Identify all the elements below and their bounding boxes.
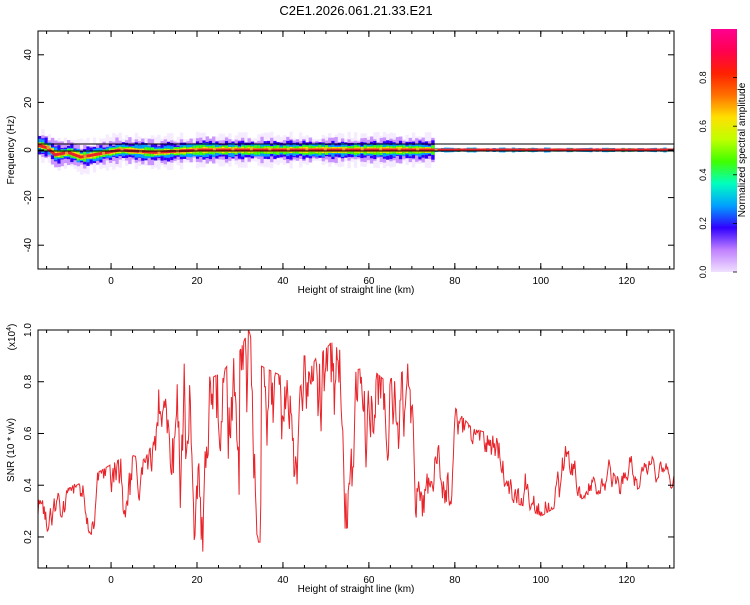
ridge-dot	[194, 148, 198, 152]
snr-x-axis-label: Height of straight line (km)	[298, 584, 415, 595]
snr-x-tick-label: 100	[532, 575, 549, 586]
spectrogram-y-axis-label: Frequency (Hz)	[6, 116, 17, 185]
spectrogram-y-tick-label: 20	[23, 96, 34, 108]
spectrogram-y-tick-label: -40	[23, 238, 34, 253]
snr-y-tick-label: 0.8	[23, 374, 34, 388]
colorbar-tick-label: 0.6	[698, 120, 708, 133]
snr-panel: 0 20 40 60 80 100 120 1.0 0.8 0.6 0.4 0.2 Height o…	[6, 323, 675, 595]
spectrogram-y-tick-label: 40	[23, 49, 34, 61]
colorbar-tick-label: 0.2	[698, 217, 708, 230]
colorbar-label: Normalized spectral amplitude	[737, 82, 748, 217]
ridge-dot	[286, 148, 290, 152]
ridge-dot	[434, 148, 438, 152]
ridge-dot	[65, 151, 69, 155]
ridge-dot	[249, 148, 253, 152]
ridge-dot	[360, 148, 364, 152]
ridge-dot	[268, 148, 272, 152]
colorbar-ticks: 0.0 0.2 0.4 0.6 0.8	[698, 71, 737, 278]
ridge-dot	[416, 148, 420, 152]
svg-text:(x104): (x104)	[6, 324, 18, 351]
spectrogram-x-tick-label: 120	[618, 276, 635, 287]
spectrogram-panel: 0 20 40 60 80 100 120 40 20 0 -20 -40 Height of st…	[6, 30, 675, 296]
ridge-dot	[102, 151, 106, 155]
snr-y-tick-label: 0.6	[23, 426, 34, 440]
spectrogram-frame	[37, 30, 675, 270]
spectrogram-x-axis-label: Height of straight line (km)	[298, 285, 415, 296]
spectrogram-x-tick-label: 100	[532, 276, 549, 287]
snr-x-tick-label: 20	[191, 575, 203, 586]
colorbar-tick-label: 0.0	[698, 266, 708, 279]
snr-x-tick-label: 80	[449, 575, 461, 586]
spectrogram-x-tick-label: 20	[191, 276, 203, 287]
snr-x-tick-label: 40	[277, 575, 289, 586]
spectrogram-y-ticks: 40 20 0 -20 -40	[23, 49, 674, 253]
snr-x-tick-label: 0	[108, 575, 114, 586]
snr-y-axis-label: SNR (10 * v/v)	[6, 418, 17, 482]
ridge-dot	[379, 148, 383, 152]
ridge-dot	[231, 148, 235, 152]
ridge-dot	[305, 148, 309, 152]
snr-y-tick-label: 0.2	[23, 530, 34, 544]
snr-x-ticks: 0 20 40 60 80 100 120	[46, 330, 671, 586]
spectrogram-x-tick-label: 80	[449, 276, 461, 287]
snr-y-tick-label: 0.4	[23, 478, 34, 492]
snr-y-ticks: 1.0 0.8 0.6 0.4 0.2	[23, 323, 674, 544]
heatmap-cells	[38, 129, 674, 175]
spectrogram-x-tick-label: 0	[108, 276, 114, 287]
spectrogram-y-tick-label: 0	[23, 147, 34, 153]
snr-scale-suffix: )	[7, 324, 18, 327]
ridge-dot	[157, 150, 161, 154]
snr-scale-label: (x104)	[6, 324, 18, 351]
spectral-ridge	[38, 143, 674, 159]
ridge-dot	[342, 148, 346, 152]
snr-scale-exponent: 4	[6, 327, 13, 331]
ridge-dot	[323, 148, 327, 152]
snr-x-tick-label: 120	[618, 575, 635, 586]
snr-frame	[37, 329, 675, 569]
spectrogram-x-tick-label: 60	[363, 276, 375, 287]
spectrogram-x-tick-label: 40	[277, 276, 289, 287]
snr-series-line	[38, 330, 674, 552]
colorbar-tick-label: 0.4	[698, 169, 708, 182]
snr-y-tick-label: 1.0	[23, 323, 34, 337]
colorbar-gradient	[711, 29, 737, 272]
ridge-dot	[46, 146, 50, 150]
ridge-dot	[397, 148, 401, 152]
colorbar: 0.0 0.2 0.4 0.6 0.8 Normalized spectral ampl…	[698, 29, 748, 278]
colorbar-tick-label: 0.8	[698, 71, 708, 84]
chart-title: C2E1.2026.061.21.33.E21	[279, 3, 432, 18]
ridge-dot	[120, 148, 124, 152]
ridge-dot	[83, 155, 87, 159]
snr-scale-prefix: (x10	[7, 330, 18, 350]
spectrogram-y-tick-label: -20	[23, 190, 34, 205]
snr-x-tick-label: 60	[363, 575, 375, 586]
ridge-dot	[212, 148, 216, 152]
